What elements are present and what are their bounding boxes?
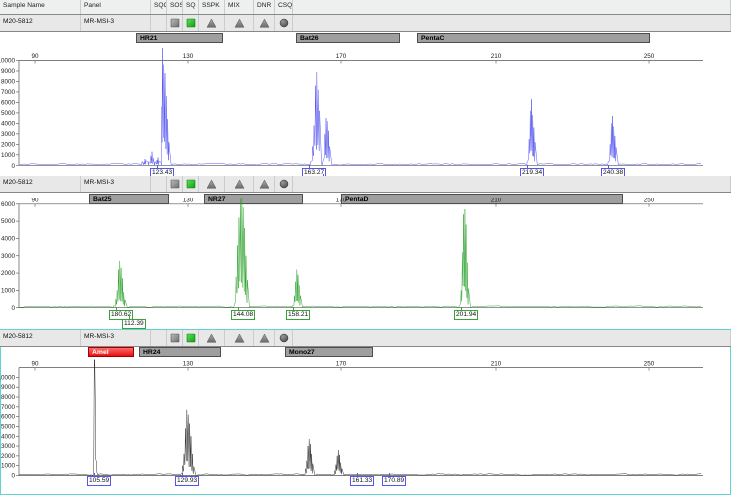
svg-text:7000: 7000 [1,404,16,411]
svg-text:2000: 2000 [1,270,16,277]
svg-text:3000: 3000 [1,253,16,260]
svg-text:2000: 2000 [1,453,16,460]
svg-text:4000: 4000 [1,120,16,127]
svg-text:0: 0 [11,305,15,312]
svg-text:1000: 1000 [1,463,16,470]
svg-text:5000: 5000 [1,218,16,225]
svg-text:90: 90 [31,198,39,204]
svg-text:90: 90 [31,360,39,367]
svg-text:8000: 8000 [1,78,16,85]
svg-text:4000: 4000 [1,235,16,242]
svg-text:130: 130 [183,360,194,367]
svg-text:3000: 3000 [1,131,16,138]
svg-text:9000: 9000 [1,68,16,75]
svg-text:4000: 4000 [1,433,16,440]
svg-text:5000: 5000 [1,424,16,431]
svg-text:6000: 6000 [1,99,16,106]
svg-text:170: 170 [336,360,347,367]
svg-text:0: 0 [11,473,15,480]
svg-text:130: 130 [183,53,194,60]
svg-text:8000: 8000 [1,394,16,401]
svg-text:210: 210 [491,360,502,367]
svg-text:3000: 3000 [1,443,16,450]
svg-text:90: 90 [31,53,39,60]
svg-text:6000: 6000 [1,201,16,208]
svg-text:210: 210 [491,198,502,204]
svg-text:250: 250 [644,360,655,367]
svg-text:5000: 5000 [1,110,16,117]
svg-text:250: 250 [644,198,655,204]
svg-text:1000: 1000 [1,287,16,294]
svg-text:2000: 2000 [1,141,16,148]
svg-text:6000: 6000 [1,414,16,421]
svg-text:170: 170 [336,198,347,204]
svg-text:170: 170 [336,53,347,60]
svg-text:250: 250 [644,53,655,60]
svg-text:210: 210 [491,53,502,60]
svg-text:0: 0 [11,163,15,170]
svg-text:130: 130 [183,198,194,204]
svg-text:7000: 7000 [1,89,16,96]
svg-text:9000: 9000 [1,384,16,391]
svg-text:1000: 1000 [1,152,16,159]
